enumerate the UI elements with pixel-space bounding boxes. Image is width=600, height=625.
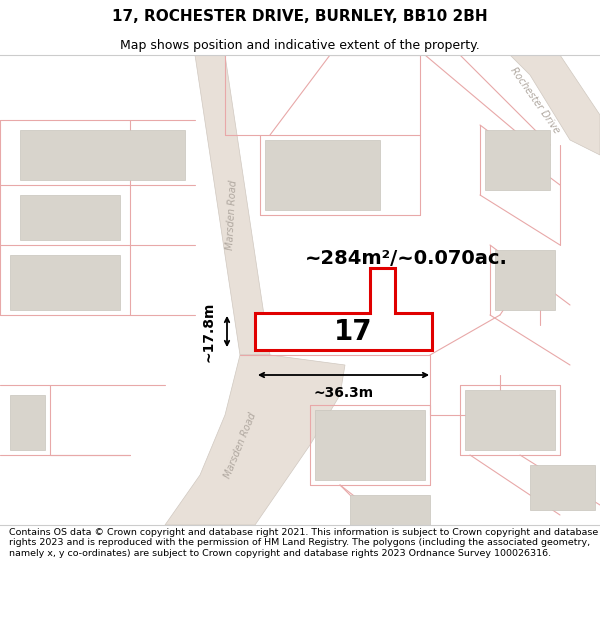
Polygon shape [495, 250, 555, 310]
Polygon shape [350, 495, 430, 525]
Polygon shape [10, 255, 120, 310]
Polygon shape [20, 195, 120, 240]
Polygon shape [255, 268, 432, 350]
Text: Marsden Road: Marsden Road [225, 180, 239, 250]
Polygon shape [265, 140, 380, 210]
Polygon shape [510, 55, 600, 155]
Polygon shape [530, 465, 595, 510]
Text: 17: 17 [334, 318, 373, 346]
Text: Rochester Drive: Rochester Drive [508, 65, 562, 135]
Polygon shape [465, 390, 555, 450]
Text: ~36.3m: ~36.3m [313, 386, 374, 400]
Text: ~284m²/~0.070ac.: ~284m²/~0.070ac. [305, 249, 508, 268]
Polygon shape [20, 130, 185, 180]
Text: Contains OS data © Crown copyright and database right 2021. This information is : Contains OS data © Crown copyright and d… [9, 528, 598, 558]
Text: 17, ROCHESTER DRIVE, BURNLEY, BB10 2BH: 17, ROCHESTER DRIVE, BURNLEY, BB10 2BH [112, 9, 488, 24]
Polygon shape [315, 410, 425, 480]
Polygon shape [165, 355, 345, 525]
Text: ~17.8m: ~17.8m [202, 301, 216, 362]
Text: Marsden Road: Marsden Road [222, 411, 258, 479]
Polygon shape [195, 55, 270, 355]
Polygon shape [10, 395, 45, 450]
Text: Map shows position and indicative extent of the property.: Map shows position and indicative extent… [120, 39, 480, 52]
Polygon shape [485, 130, 550, 190]
